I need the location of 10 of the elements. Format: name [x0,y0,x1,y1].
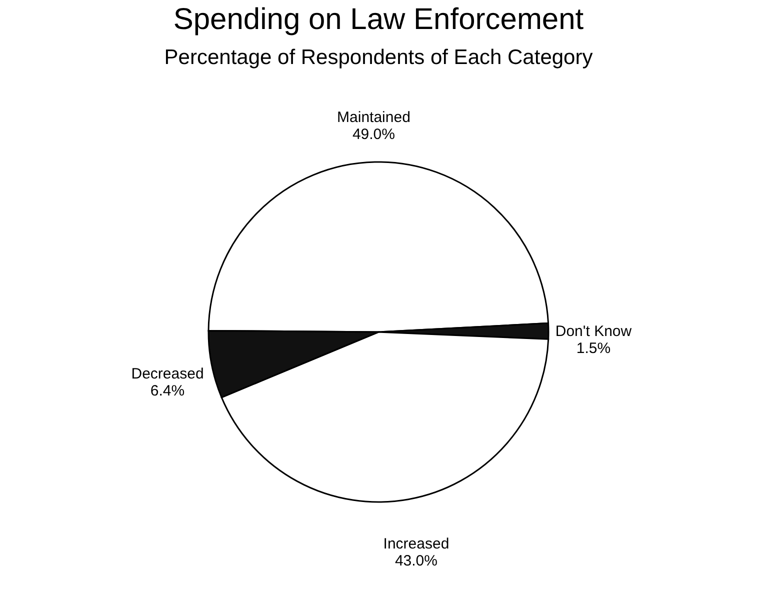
slice-label: Maintained [337,109,410,126]
data-label: 6.4% [150,382,185,400]
data-label: 1.5% [576,340,611,357]
data-label: 43.0% [394,552,438,570]
chart-subtitle: Percentage of Respondents of Each Category [164,46,594,69]
slice-label: Don't Know [555,322,632,340]
slice-label: Decreased [131,365,204,382]
data-label: 49.0% [352,126,395,144]
chart-title: Spending on Law Enforcement [173,3,584,36]
slice-label: Increased [383,536,450,553]
